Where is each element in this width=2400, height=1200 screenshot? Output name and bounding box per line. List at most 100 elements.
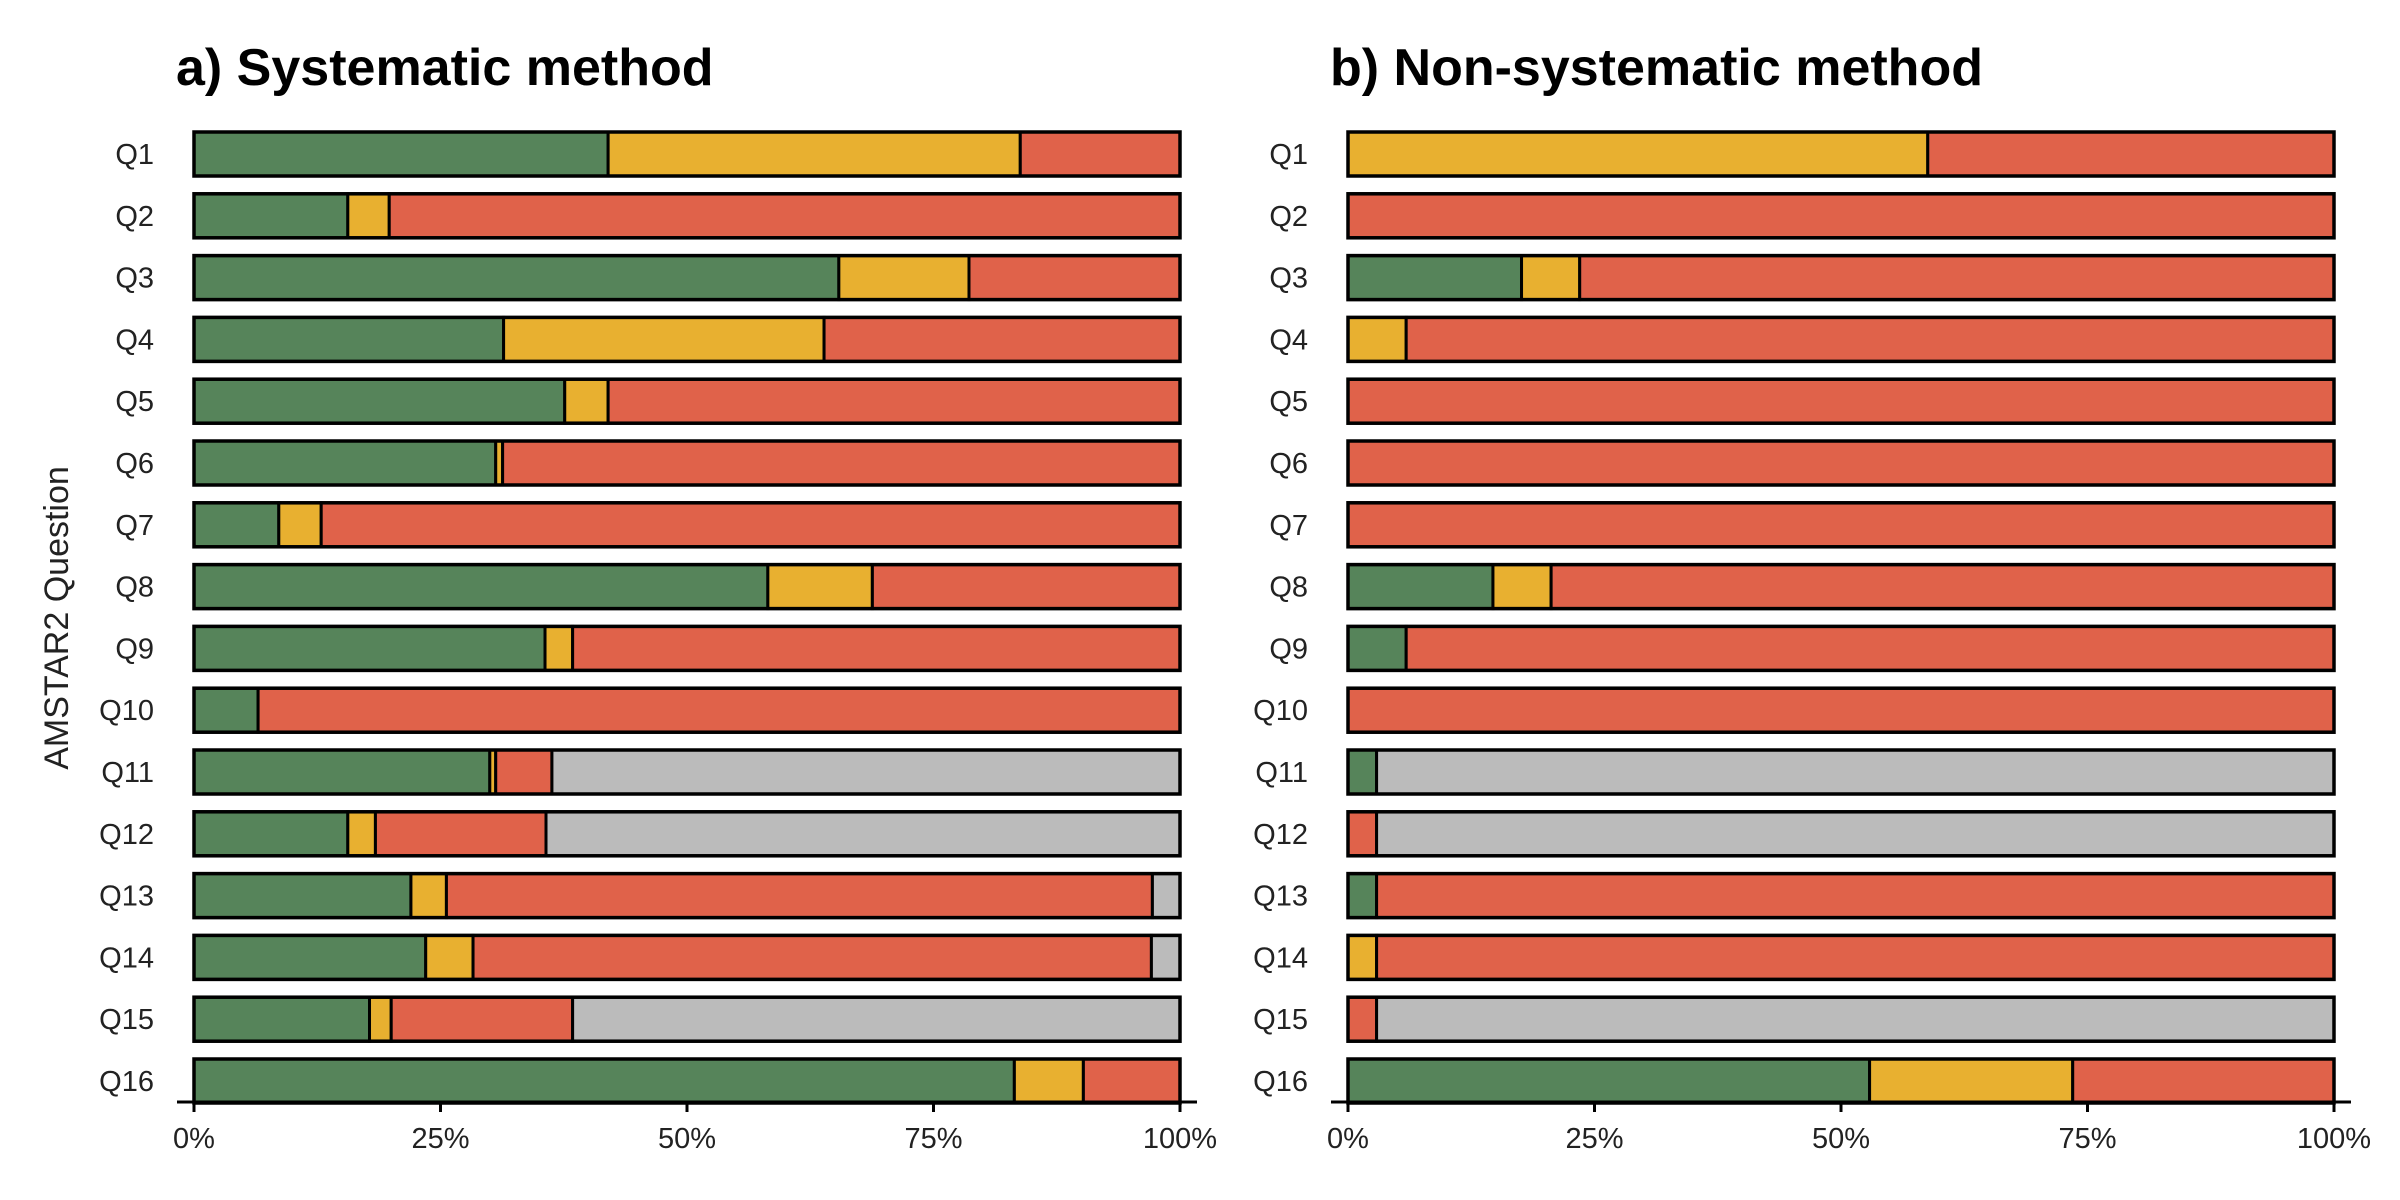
panel-title: a) Systematic method: [176, 39, 714, 97]
bar-outline-q15: [1346, 995, 2336, 1043]
category-label-q7: Q7: [1269, 510, 1308, 542]
category-label-q6: Q6: [1269, 448, 1308, 480]
category-label-q8: Q8: [115, 572, 154, 604]
bar-outline-q7: [1346, 501, 2336, 549]
bar-outline-q4: [1346, 315, 2336, 364]
bar-segment-q9-green: [1346, 624, 1408, 672]
bar-outline-q7: [192, 501, 1182, 549]
bar-segment-q3-green: [192, 254, 841, 302]
bar-segment-q8-green: [1346, 563, 1495, 611]
bar-segment-q13-green: [1346, 872, 1379, 920]
category-label-q4: Q4: [1269, 324, 1308, 356]
bar-outline-q9: [192, 624, 1182, 673]
bar-outline-q2: [192, 192, 1182, 240]
bar-segment-q4-red: [1404, 315, 2336, 363]
category-label-q15: Q15: [1253, 1004, 1308, 1036]
category-label-q10: Q10: [99, 695, 154, 727]
bar-outline-q2: [1346, 192, 2336, 240]
bar-segment-q3-yellow: [837, 254, 971, 302]
category-label-q12: Q12: [1253, 819, 1308, 851]
category-label-q14: Q14: [99, 942, 154, 974]
x-tick-label: 25%: [411, 1123, 469, 1155]
bar-segment-q14-yellow: [1346, 933, 1379, 981]
bar-outline-q12: [1346, 810, 2336, 858]
category-label-q1: Q1: [115, 139, 154, 171]
bar-segment-q9-yellow: [543, 624, 575, 672]
bar-outline-q13: [192, 871, 1182, 920]
bar-segment-q10-red: [256, 686, 1182, 734]
bar-segment-q12-gray: [1375, 810, 2336, 858]
category-label-q9: Q9: [115, 633, 154, 665]
bar-segment-q16-green: [1346, 1057, 1872, 1105]
bar-segment-q15-yellow: [368, 995, 393, 1043]
bar-segment-q13-gray: [1150, 872, 1182, 920]
bar-segment-q15-red: [1346, 995, 1379, 1043]
bar-segment-q11-gray: [1375, 748, 2336, 796]
bar-outline-q10: [1346, 686, 2336, 734]
category-label-q11: Q11: [101, 757, 154, 789]
bar-segment-q13-red: [1375, 872, 2336, 920]
bar-outline-q12: [192, 810, 1182, 858]
y-axis-label: AMSTAR2 Question: [38, 466, 76, 770]
category-label-q15: Q15: [99, 1004, 154, 1036]
bar-segment-q12-red: [373, 810, 548, 858]
bar-segment-q3-red: [967, 254, 1182, 302]
bar-outline-q4: [192, 315, 1182, 364]
bar-outline-q3: [1346, 253, 2336, 302]
bar-segment-q12-red: [1346, 810, 1379, 858]
bar-segment-q7-green: [192, 501, 281, 549]
bar-segment-q12-gray: [544, 810, 1182, 858]
bar-segment-q16-green: [192, 1057, 1016, 1105]
bar-outline-q15: [192, 995, 1182, 1043]
category-label-q5: Q5: [1269, 386, 1308, 418]
bar-segment-q12-green: [192, 810, 350, 858]
bar-segment-q9-green: [192, 624, 547, 672]
bar-segment-q15-gray: [571, 995, 1182, 1043]
bar-segment-q2-yellow: [346, 192, 391, 240]
bar-segment-q8-red: [1549, 563, 2336, 611]
category-label-q13: Q13: [1253, 881, 1308, 913]
bar-segment-q10-red: [1346, 686, 2336, 734]
bar-segment-q14-red: [1375, 933, 2336, 981]
category-label-q2: Q2: [115, 201, 154, 233]
category-label-q2: Q2: [1269, 201, 1308, 233]
bar-segment-q1-yellow: [1346, 130, 1930, 178]
bar-segment-q13-red: [444, 872, 1154, 920]
bar-segment-q6-green: [192, 439, 498, 487]
bar-segment-q11-gray: [550, 748, 1182, 796]
bar-segment-q16-red: [2071, 1057, 2336, 1105]
category-label-q16: Q16: [1253, 1066, 1308, 1098]
bar-segment-q16-yellow: [1868, 1057, 2075, 1105]
bar-segment-q1-red: [1018, 130, 1182, 178]
category-label-q6: Q6: [115, 448, 154, 480]
bar-segment-q7-yellow: [277, 501, 323, 549]
bar-segment-q8-yellow: [1491, 563, 1553, 611]
category-label-q11: Q11: [1255, 757, 1308, 789]
x-tick-label: 100%: [2297, 1123, 2371, 1155]
bar-segment-q5-red: [606, 377, 1182, 425]
bar-segment-q4-red: [822, 315, 1182, 363]
bar-segment-q13-yellow: [409, 872, 448, 920]
bar-segment-q1-yellow: [606, 130, 1022, 178]
bar-segment-q15-gray: [1375, 995, 2336, 1043]
bar-segment-q1-red: [1926, 130, 2336, 178]
bar-outline-q10: [192, 686, 1182, 734]
bar-outline-q1: [1346, 130, 2336, 178]
category-label-q3: Q3: [1269, 263, 1308, 295]
bar-segment-q16-red: [1081, 1057, 1182, 1105]
bar-segment-q1-green: [192, 130, 610, 178]
bar-outline-q14: [1346, 933, 2336, 982]
bar-segment-q5-yellow: [563, 377, 610, 425]
category-label-q9: Q9: [1269, 633, 1308, 665]
bar-segment-q14-green: [192, 933, 428, 981]
bar-segment-q11-green: [192, 748, 492, 796]
bar-segment-q14-yellow: [424, 933, 475, 981]
bar-segment-q9-red: [571, 624, 1182, 672]
bar-outline-q6: [192, 439, 1182, 487]
bar-outline-q11: [192, 748, 1182, 796]
x-tick-label: 50%: [1812, 1123, 1870, 1155]
bar-outline-q13: [1346, 871, 2336, 920]
bar-outline-q14: [192, 933, 1182, 982]
bar-outline-q1: [192, 130, 1182, 178]
